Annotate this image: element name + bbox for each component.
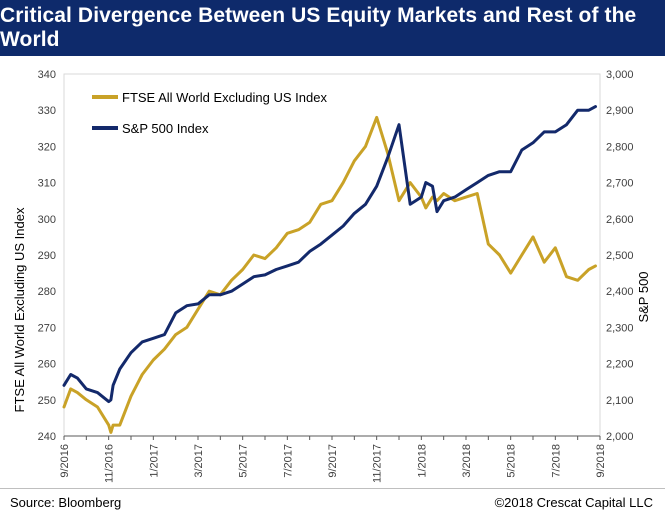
x-tick-label: 7/2017	[282, 444, 294, 478]
left-tick-label: 250	[38, 395, 56, 407]
legend-label-sp500: S&P 500 Index	[122, 121, 209, 136]
left-tick-label: 330	[38, 105, 56, 117]
left-tick-label: 310	[38, 178, 56, 190]
source-note: Source: Bloomberg	[10, 495, 122, 510]
legend-label-ftse: FTSE All World Excluding US Index	[122, 90, 327, 105]
series-layer	[62, 105, 597, 434]
right-tick-label: 2,300	[606, 322, 634, 334]
x-tick-label: 5/2018	[506, 444, 518, 478]
right-tick-label: 2,200	[606, 359, 634, 371]
left-tick-label: 300	[38, 214, 56, 226]
title-bar: Critical Divergence Between US Equity Ma…	[0, 0, 665, 56]
left-tick-label: 290	[38, 250, 56, 262]
x-axis-ticks: 9/2016 11/2016 1/2017 3/2017 5/2017 7/2017 9/2…	[59, 436, 607, 483]
x-tick-label: 1/2018	[416, 444, 428, 478]
sp500-series-line	[62, 105, 597, 404]
right-tick-label: 2,600	[606, 214, 634, 226]
x-tick-label: 1/2017	[148, 444, 160, 478]
right-axis-ticks: 2,000 2,100 2,200 2,300 2,400 2,500 2,600 2,700…	[606, 69, 634, 443]
legend: FTSE All World Excluding US Index S&P 50…	[92, 90, 327, 136]
x-tick-label: 11/2017	[372, 444, 384, 483]
right-tick-label: 2,500	[606, 250, 634, 262]
right-tick-label: 2,700	[606, 178, 634, 190]
right-tick-label: 2,000	[606, 431, 634, 443]
right-tick-label: 2,900	[606, 105, 634, 117]
x-tick-label: 3/2017	[193, 444, 205, 478]
left-axis-label: FTSE All World Excluding US Index	[12, 207, 27, 412]
x-tick-label: 3/2018	[461, 444, 473, 478]
left-tick-label: 280	[38, 286, 56, 298]
ftse-series-line	[62, 115, 597, 434]
right-tick-label: 2,800	[606, 141, 634, 153]
x-tick-label: 9/2017	[327, 444, 339, 478]
x-tick-label: 11/2016	[104, 444, 116, 483]
right-axis-label: S&P 500	[636, 271, 651, 322]
right-tick-label: 2,100	[606, 395, 634, 407]
right-tick-label: 3,000	[606, 69, 634, 81]
left-tick-label: 240	[38, 431, 56, 443]
left-axis-ticks: 240 250 260 270 280 290 300 310 320 330 340	[38, 69, 56, 443]
chart-title: Critical Divergence Between US Equity Ma…	[0, 4, 637, 51]
footer-divider	[0, 488, 665, 489]
x-tick-label: 9/2018	[595, 444, 607, 478]
left-tick-label: 260	[38, 359, 56, 371]
x-tick-label: 9/2016	[59, 444, 71, 478]
left-tick-label: 340	[38, 69, 56, 81]
left-tick-label: 320	[38, 141, 56, 153]
x-tick-label: 7/2018	[550, 444, 562, 478]
left-tick-label: 270	[38, 322, 56, 334]
right-tick-label: 2,400	[606, 286, 634, 298]
copyright-note: ©2018 Crescat Capital LLC	[494, 495, 653, 510]
x-tick-label: 5/2017	[238, 444, 250, 478]
